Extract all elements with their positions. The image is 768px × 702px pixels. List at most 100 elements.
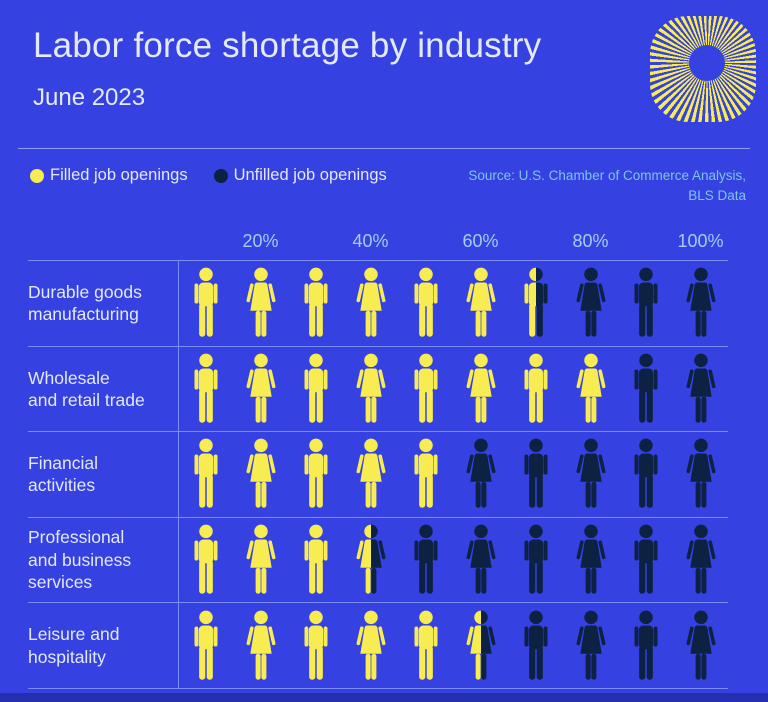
person-icon-female	[234, 261, 289, 346]
legend-and-source-row: Filled job openings Unfilled job opening…	[30, 166, 746, 207]
icon-grid-row	[178, 261, 728, 346]
person-icon-male	[289, 603, 344, 688]
row-label-line: activities	[28, 475, 96, 496]
person-icon-female	[454, 432, 509, 517]
person-icon-male	[399, 347, 454, 432]
icon-grid-row	[178, 603, 728, 688]
person-icon-male	[399, 432, 454, 517]
x-tick-spacer	[398, 252, 453, 258]
person-icon-male	[618, 518, 673, 603]
person-icon-female	[673, 261, 728, 346]
source-attribution: Source: U.S. Chamber of Commerce Analysi…	[468, 166, 746, 207]
partial-fill-clip	[344, 518, 372, 603]
row-label-line: manufacturing	[28, 304, 139, 325]
row-label-line: Wholesale	[28, 367, 110, 388]
row-label: Financial activities	[28, 432, 178, 517]
header-divider	[18, 148, 750, 149]
person-icon-female	[563, 261, 618, 346]
person-icon-male	[179, 261, 234, 346]
person-icon-female	[673, 347, 728, 432]
person-icon-male	[179, 347, 234, 432]
filled-dot-icon	[30, 168, 44, 183]
x-tick-spacer	[178, 252, 233, 258]
person-icon-female	[234, 347, 289, 432]
person-icon-male	[289, 518, 344, 603]
bottom-strip	[0, 693, 768, 702]
person-icon-female	[563, 518, 618, 603]
person-icon-male	[289, 347, 344, 432]
person-icon-male	[508, 518, 563, 603]
person-icon-male	[399, 603, 454, 688]
person-icon-female	[673, 603, 728, 688]
x-tick-label: 100%	[677, 231, 724, 251]
icon-grid-row	[178, 346, 728, 432]
row-label-line: Durable goods	[28, 281, 142, 302]
person-icon-female	[344, 347, 399, 432]
pictogram-table: Durable goods manufacturing Wholesale and r…	[28, 260, 728, 689]
person-icon-male	[399, 518, 454, 603]
person-icon-female	[344, 518, 399, 603]
row-label: Leisure and hospitality	[28, 603, 178, 688]
person-icon-male	[399, 261, 454, 346]
row-label: Durable goods manufacturing	[28, 261, 178, 346]
person-icon-female	[344, 432, 399, 517]
industry-row: Professional and business services	[28, 516, 728, 603]
row-label-line: Leisure and	[28, 624, 120, 645]
person-icon-female	[344, 261, 399, 346]
person-icon-male	[508, 603, 563, 688]
person-icon-male	[508, 347, 563, 432]
partial-fill-clip	[454, 603, 482, 688]
axis-row: 20% 40% 60% 80% 100%	[178, 224, 728, 258]
person-icon-male	[508, 432, 563, 517]
person-icon-male	[179, 603, 234, 688]
row-label: Professional and business services	[28, 518, 178, 603]
unfilled-dot-icon	[213, 168, 228, 183]
person-icon-male	[618, 432, 673, 517]
person-icon-male	[179, 518, 234, 603]
row-label: Wholesale and retail trade	[28, 347, 178, 432]
person-icon-female	[454, 347, 509, 432]
person-icon-male	[618, 261, 673, 346]
person-icon-female	[563, 603, 618, 688]
sunburst-logo-icon	[650, 16, 756, 122]
person-icon-male	[179, 432, 234, 517]
row-label-line: and business	[28, 549, 132, 570]
source-line-2: BLS Data	[688, 188, 746, 204]
row-label-line: Professional	[28, 527, 125, 548]
x-tick-spacer	[618, 252, 673, 258]
person-icon-female	[234, 432, 289, 517]
partial-fill-clip	[508, 261, 536, 346]
industry-row: Financial activities	[28, 431, 728, 517]
x-tick-label: 40%	[352, 231, 389, 251]
person-icon-female	[563, 432, 618, 517]
person-icon-male	[618, 347, 673, 432]
icon-grid-row	[178, 432, 728, 517]
legend-item-unfilled: Unfilled job openings	[213, 166, 387, 185]
person-icon-male	[618, 603, 673, 688]
row-label-line: Financial	[28, 453, 99, 474]
row-label-line: and retail trade	[28, 389, 145, 410]
x-tick-label: 80%	[572, 231, 609, 251]
legend-label: Filled job openings	[50, 166, 188, 184]
person-icon-female	[673, 518, 728, 603]
person-icon-male	[289, 261, 344, 346]
person-icon-female	[454, 518, 509, 603]
x-tick-spacer	[288, 252, 343, 258]
person-icon-female	[454, 261, 509, 346]
person-icon-male	[289, 432, 344, 517]
row-label-line: services	[28, 572, 93, 593]
row-label-line: hospitality	[28, 646, 106, 667]
page-title: Labor force shortage by industry	[33, 26, 542, 65]
x-tick-label: 20%	[242, 231, 279, 251]
person-icon-female	[454, 603, 509, 688]
icon-grid-row	[178, 517, 728, 603]
industry-row: Leisure and hospitality	[28, 602, 728, 688]
source-line-1: Source: U.S. Chamber of Commerce Analysi…	[468, 168, 746, 183]
x-tick-spacer	[508, 252, 563, 258]
industry-row: Durable goods manufacturing	[28, 260, 728, 346]
person-icon-female	[234, 518, 289, 603]
person-icon-female	[344, 603, 399, 688]
person-icon-male	[508, 261, 563, 346]
person-icon-female	[673, 432, 728, 517]
